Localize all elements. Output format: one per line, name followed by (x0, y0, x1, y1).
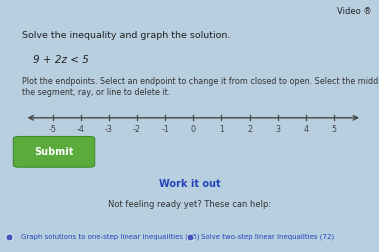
Text: Not feeling ready yet? These can help:: Not feeling ready yet? These can help: (108, 201, 271, 209)
Text: Video ®: Video ® (337, 7, 371, 16)
FancyBboxPatch shape (13, 137, 95, 167)
Text: -2: -2 (133, 125, 141, 134)
Text: Submit: Submit (34, 147, 74, 157)
Text: Work it out: Work it out (159, 179, 220, 189)
Text: 3: 3 (275, 125, 280, 134)
Text: 9 + 2z < 5: 9 + 2z < 5 (33, 55, 89, 66)
Text: -3: -3 (105, 125, 113, 134)
Text: 5: 5 (331, 125, 337, 134)
Text: -1: -1 (161, 125, 169, 134)
Text: Plot the endpoints. Select an endpoint to change it from closed to open. Select : Plot the endpoints. Select an endpoint t… (22, 77, 379, 97)
Text: -4: -4 (77, 125, 85, 134)
Text: 0: 0 (191, 125, 196, 134)
Text: 2: 2 (247, 125, 252, 134)
Text: -5: -5 (49, 125, 57, 134)
Text: 4: 4 (303, 125, 308, 134)
Text: 1: 1 (219, 125, 224, 134)
Text: Solve the inequality and graph the solution.: Solve the inequality and graph the solut… (22, 31, 230, 40)
Text: Solve two-step linear inequalities (72): Solve two-step linear inequalities (72) (201, 234, 334, 240)
Text: Graph solutions to one-step linear inequalities (55): Graph solutions to one-step linear inequ… (21, 234, 199, 240)
